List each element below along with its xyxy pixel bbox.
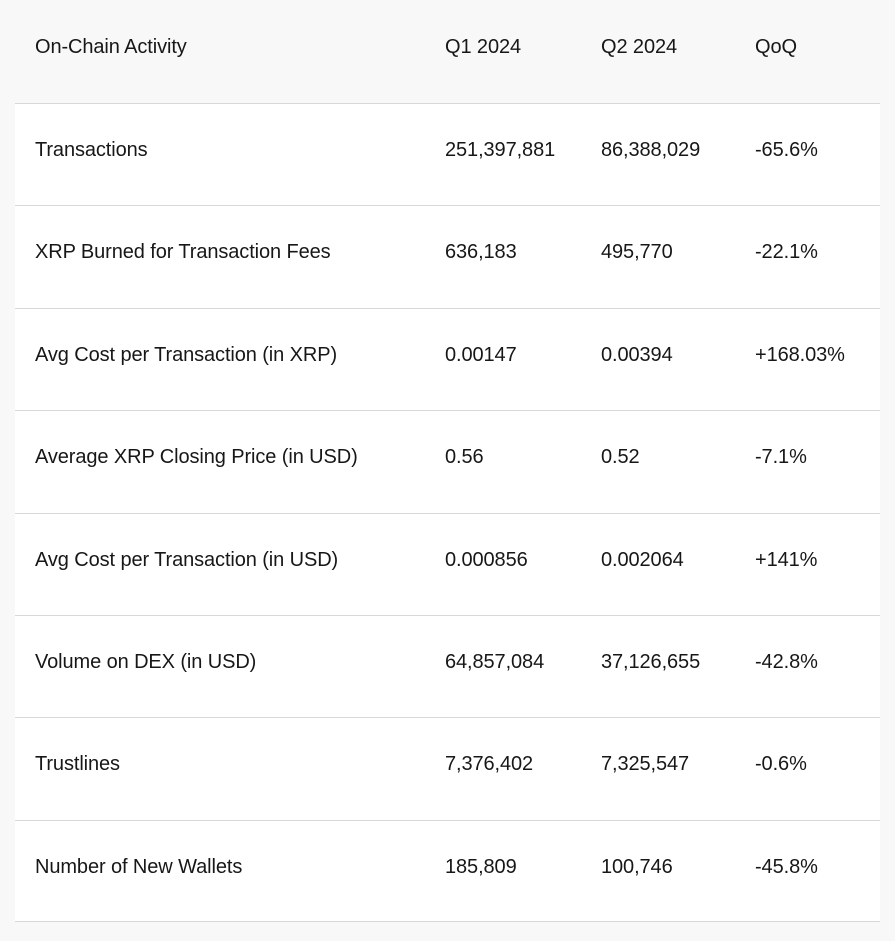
row-label: Number of New Wallets xyxy=(35,855,243,878)
row-label: Volume on DEX (in USD) xyxy=(35,650,257,673)
qoq-value: -42.8% xyxy=(755,650,818,673)
q2-value: 0.52 xyxy=(601,446,640,469)
row-label: Avg Cost per Transaction (in XRP) xyxy=(35,343,338,366)
q1-value: 0.56 xyxy=(445,446,484,469)
qoq-value: -7.1% xyxy=(755,446,807,469)
table-row-new-wallets: Number of New Wallets 185,809 100,746 -4… xyxy=(15,819,880,923)
row-label: Average XRP Closing Price (in USD) xyxy=(35,446,358,469)
q1-value: 0.00147 xyxy=(445,343,517,366)
q1-value: 7,376,402 xyxy=(445,753,534,776)
row-label: Avg Cost per Transaction (in USD) xyxy=(35,548,339,571)
q1-value: 0.000856 xyxy=(445,548,528,571)
q1-value: 185,809 xyxy=(445,855,517,878)
qoq-value: +168.03% xyxy=(755,343,845,366)
row-label: Trustlines xyxy=(35,753,120,776)
table-row-volume-dex: Volume on DEX (in USD) 64,857,084 37,126… xyxy=(15,614,880,718)
row-label: Transactions xyxy=(35,139,148,161)
table-row-trustlines: Trustlines 7,376,402 7,325,547 -0.6% xyxy=(15,717,880,820)
q1-value: 251,397,881 xyxy=(445,139,556,161)
onchain-activity-table: On-Chain Activity Q1 2024 Q2 2024 QoQ Tr… xyxy=(15,0,880,923)
qoq-value: -65.6% xyxy=(755,139,818,161)
q1-value: 64,857,084 xyxy=(445,650,545,673)
table-row-transactions: Transactions 251,397,881 86,388,029 -65.… xyxy=(15,103,880,206)
table-row-avg-closing-price: Average XRP Closing Price (in USD) 0.56 … xyxy=(15,410,880,513)
qoq-value: -0.6% xyxy=(755,753,807,776)
q2-value: 7,325,547 xyxy=(601,753,690,776)
column-header-q1-2024: Q1 2024 xyxy=(445,36,522,58)
q1-value: 636,183 xyxy=(445,241,517,264)
qoq-value: -22.1% xyxy=(755,241,818,264)
q2-value: 495,770 xyxy=(601,241,673,264)
q2-value: 86,388,029 xyxy=(601,139,701,161)
table-header-row: On-Chain Activity Q1 2024 Q2 2024 QoQ xyxy=(15,0,880,103)
row-label: XRP Burned for Transaction Fees xyxy=(35,241,331,264)
q2-value: 0.00394 xyxy=(601,343,673,366)
column-header-metric: On-Chain Activity xyxy=(35,36,187,58)
qoq-value: -45.8% xyxy=(755,855,818,878)
column-header-q2-2024: Q2 2024 xyxy=(601,36,678,58)
table-row-xrp-burned: XRP Burned for Transaction Fees 636,183 … xyxy=(15,205,880,308)
table-row-avg-cost-xrp: Avg Cost per Transaction (in XRP) 0.0014… xyxy=(15,307,880,411)
q2-value: 37,126,655 xyxy=(601,650,701,673)
qoq-value: +141% xyxy=(755,548,818,571)
table-row-avg-cost-usd: Avg Cost per Transaction (in USD) 0.0008… xyxy=(15,512,880,615)
q2-value: 0.002064 xyxy=(601,548,684,571)
q2-value: 100,746 xyxy=(601,855,673,878)
column-header-qoq: QoQ xyxy=(755,36,797,58)
